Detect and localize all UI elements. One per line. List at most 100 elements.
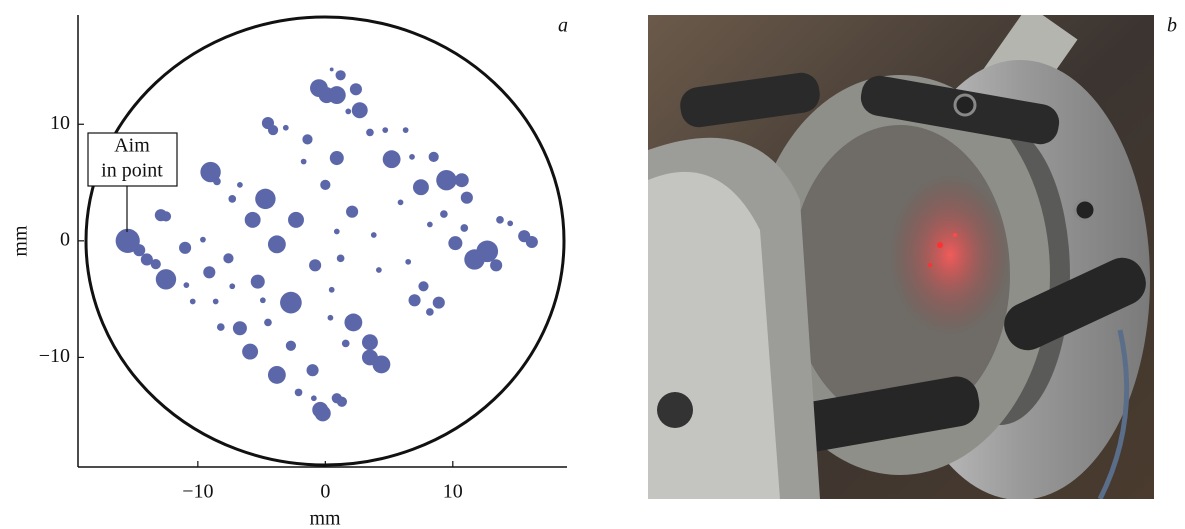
spot (370, 232, 377, 238)
spot (432, 296, 445, 309)
spot (382, 127, 389, 133)
y-tick-label: 10 (50, 112, 70, 134)
spot (255, 188, 276, 210)
spot (310, 395, 317, 402)
spot (402, 127, 409, 133)
spot (436, 170, 457, 191)
spot (150, 259, 161, 270)
spot (300, 158, 307, 165)
spot (464, 249, 485, 270)
spot (213, 177, 221, 186)
spot (361, 334, 378, 351)
spot (133, 244, 146, 257)
spot (288, 211, 304, 228)
spot (454, 173, 469, 188)
spot (327, 314, 334, 321)
x-tick-label: 0 (320, 481, 330, 503)
y-axis-label: mm (10, 225, 32, 257)
spot (237, 182, 243, 188)
spot (376, 267, 382, 273)
spot (216, 323, 225, 331)
spot (490, 259, 503, 272)
spot (229, 283, 236, 290)
panel-label: a (558, 15, 568, 37)
spot (160, 211, 172, 222)
spot (302, 134, 313, 145)
spot (336, 254, 345, 263)
spot (366, 128, 374, 137)
spot (329, 67, 334, 72)
spot (428, 151, 439, 162)
spot (228, 195, 237, 203)
spot (333, 228, 340, 235)
spot (341, 339, 350, 348)
spot (309, 259, 322, 272)
spot (267, 365, 286, 384)
spot (418, 281, 429, 292)
spot (306, 364, 319, 377)
spot (345, 108, 352, 115)
spot (409, 154, 415, 160)
spot (294, 388, 303, 397)
spot (244, 211, 261, 228)
spot (346, 205, 359, 218)
spot (496, 216, 504, 224)
spot (405, 258, 412, 265)
spot (267, 235, 286, 254)
annotation-text: in point (101, 160, 163, 182)
spot (314, 405, 331, 422)
x-tick-label: 10 (443, 481, 463, 503)
spot (267, 124, 279, 136)
spot (282, 124, 289, 131)
annotation-text: Aim (114, 135, 150, 157)
spot (212, 298, 219, 305)
spot (189, 298, 196, 305)
spot (155, 269, 177, 290)
spot (460, 224, 469, 232)
spot (179, 241, 192, 254)
spot (320, 179, 331, 190)
spot (397, 199, 404, 206)
spot (344, 313, 363, 332)
panel-label: b (1167, 15, 1177, 37)
spot (200, 161, 221, 183)
spot (232, 321, 247, 336)
spot (336, 396, 347, 407)
spot (115, 228, 140, 253)
spot (426, 308, 434, 316)
x-axis-label: mm (309, 508, 341, 529)
spot (327, 86, 346, 105)
spot (250, 274, 265, 289)
x-tick-label: −10 (182, 481, 213, 503)
spot (335, 70, 346, 81)
spot (200, 236, 206, 243)
spot (264, 318, 272, 327)
spot (448, 236, 463, 251)
spot (408, 294, 421, 307)
spot (382, 150, 401, 169)
spot (507, 220, 514, 227)
spot (328, 286, 335, 293)
spot (525, 235, 538, 249)
spot (242, 343, 259, 360)
spot (349, 83, 362, 96)
y-tick-label: 0 (60, 228, 70, 250)
spot (372, 355, 391, 374)
spot (329, 151, 344, 166)
photo (648, 15, 1154, 499)
spot (223, 253, 234, 264)
annotation-box (87, 132, 178, 187)
spot (440, 210, 448, 218)
spot (285, 340, 297, 351)
spot (351, 102, 368, 119)
spot (280, 291, 302, 314)
y-tick-label: −10 (39, 345, 70, 367)
spot (426, 221, 433, 228)
spot (412, 179, 429, 196)
spot (259, 297, 266, 304)
spot (203, 266, 216, 279)
spot (140, 253, 153, 266)
spot (460, 191, 473, 204)
